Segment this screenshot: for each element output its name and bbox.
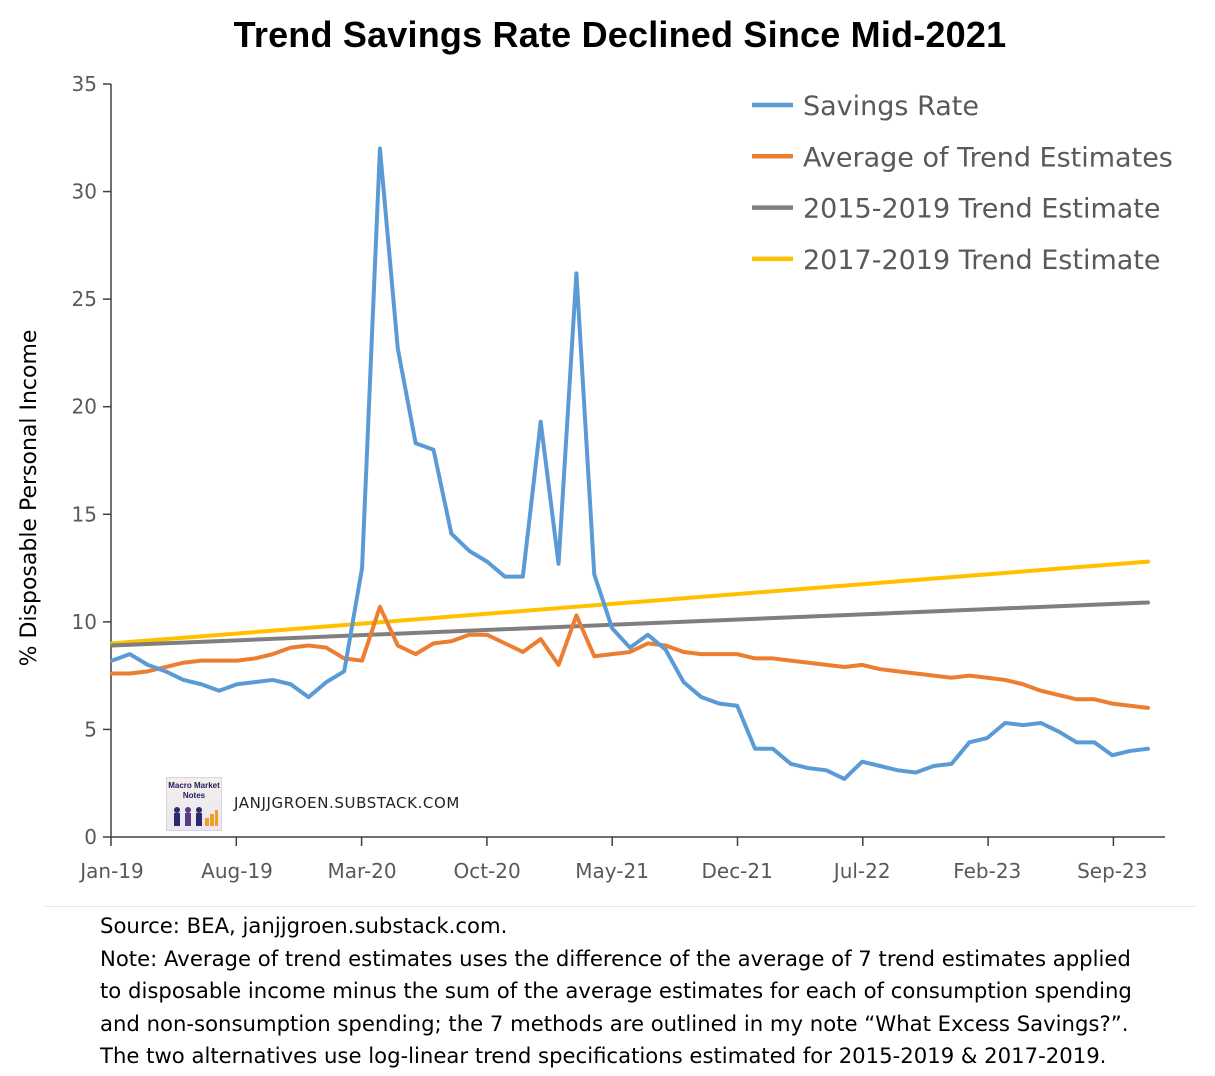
logo-text-line2: Notes — [182, 791, 206, 800]
legend-label: Savings Rate — [803, 91, 979, 122]
source-line: Source: BEA, janjjgroen.substack.com. — [100, 913, 508, 938]
y-tick-label: 10 — [72, 610, 97, 634]
x-tick-label: Sep-23 — [1077, 859, 1147, 883]
y-tick-label: 35 — [72, 72, 97, 96]
note-line-3: and non-sonsumption spending; the 7 meth… — [100, 1010, 1129, 1036]
series-line-savings-rate — [110, 146, 1150, 781]
series-layer — [110, 146, 1150, 781]
macro-market-notes-logo: Macro Market Notes — [166, 777, 222, 831]
x-tick-label: Mar-20 — [328, 859, 397, 883]
y-tick-label: 5 — [84, 717, 97, 741]
notes-block: Source: BEA, janjjgroen.substack.com. No… — [100, 910, 1210, 1073]
watermark-text: JANJJGROEN.SUBSTACK.COM — [234, 794, 460, 812]
x-tick-label: Feb-23 — [953, 859, 1021, 883]
y-axis-label: % Disposable Personal Income — [17, 330, 42, 667]
people-figures-icon — [174, 807, 218, 826]
note-line-2: to disposable income minus the sum of th… — [100, 978, 1132, 1004]
x-tick-label: Aug-19 — [201, 859, 273, 883]
x-tick-label: Oct-20 — [453, 859, 520, 883]
logo-text-line1: Macro Market — [168, 781, 220, 790]
y-tick-label: 15 — [72, 502, 97, 526]
legend: Savings Rate Average of Trend Estimates 20… — [752, 91, 1173, 276]
legend-label: 2015-2019 Trend Estimate — [803, 194, 1161, 225]
series-line-2017-2019-trend-estimate — [110, 559, 1150, 646]
x-tick-label: Dec-21 — [701, 859, 772, 883]
logo-text: Macro Market Notes — [167, 781, 221, 801]
x-tick-label: Jul-22 — [832, 859, 891, 883]
legend-label: 2017-2019 Trend Estimate — [803, 245, 1161, 276]
y-tick-label: 20 — [72, 395, 97, 419]
y-tick-label: 0 — [84, 825, 97, 849]
y-tick-label: 25 — [72, 287, 97, 311]
y-tick-label: 30 — [72, 180, 97, 204]
axes: 0 5 10 15 20 25 30 35 Jan-19 Aug-19 Mar-20 Oct-20 Ma… — [72, 72, 1165, 883]
note-line-4: The two alternatives use log-linear tren… — [100, 1043, 1107, 1069]
note-line-1: Note: Average of trend estimates uses th… — [100, 945, 1131, 971]
legend-label: Average of Trend Estimates — [803, 142, 1173, 173]
series-line-average-of-trend-estimates — [110, 604, 1150, 710]
x-tick-label: Jan-19 — [78, 859, 144, 883]
series-line-2015-2019-trend-estimate — [110, 600, 1150, 648]
divider — [44, 906, 1196, 907]
chart-title: Trend Savings Rate Declined Since Mid-20… — [233, 14, 1007, 55]
x-tick-label: May-21 — [575, 859, 649, 883]
